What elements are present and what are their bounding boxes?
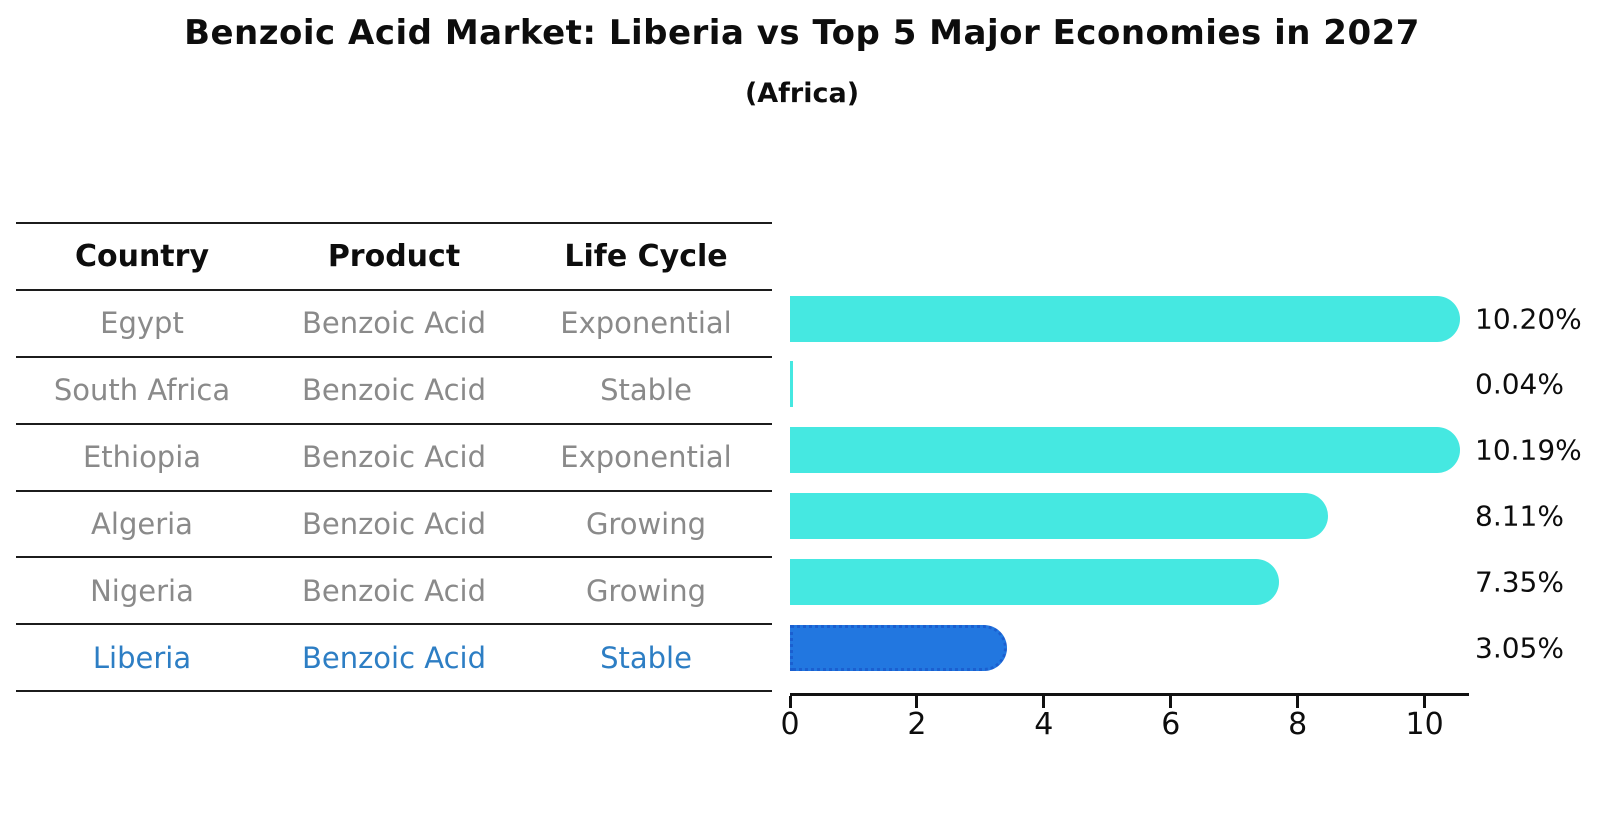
x-axis-tick-label: 0 xyxy=(780,707,800,742)
bar-south-africa xyxy=(790,361,793,408)
chart-subtitle: (Africa) xyxy=(744,78,860,109)
table-row: Algeria Benzoic Acid Growing xyxy=(16,492,772,559)
bar-egypt xyxy=(790,295,1461,342)
x-axis-tick-label: 6 xyxy=(1161,707,1181,742)
x-axis-tick xyxy=(1042,696,1046,708)
bar-ethiopia xyxy=(790,427,1460,474)
bar-algeria xyxy=(790,492,1328,539)
table-cell-country: Nigeria xyxy=(90,573,194,608)
x-axis-tick-label: 2 xyxy=(907,707,927,742)
bar-nigeria xyxy=(790,558,1280,605)
table-row: Egypt Benzoic Acid Exponential xyxy=(16,291,772,358)
x-axis-tick-label: 10 xyxy=(1405,707,1444,742)
table-cell-life-cycle: Exponential xyxy=(560,306,732,341)
country-table: Country Product Life Cycle Egypt Benzoic Aci… xyxy=(16,222,772,693)
table-cell-life-cycle: Growing xyxy=(585,573,707,608)
table-header-cell: Life Cycle xyxy=(564,238,728,274)
table-row: Ethiopia Benzoic Acid Exponential xyxy=(16,425,772,492)
table-cell-life-cycle: Exponential xyxy=(560,440,732,475)
bar-value-label: 10.19% xyxy=(1475,433,1582,467)
bar-liberia xyxy=(790,624,1007,671)
table-row: South Africa Benzoic Acid Stable xyxy=(16,358,772,425)
x-axis-tick xyxy=(1423,696,1427,708)
table-cell-product: Benzoic Acid xyxy=(301,373,487,408)
x-axis-tick-label: 4 xyxy=(1034,707,1054,742)
table-cell-country: Liberia xyxy=(92,640,192,675)
table-cell-life-cycle: Stable xyxy=(600,373,692,408)
x-axis-tick xyxy=(788,696,792,708)
chart-title: Benzoic Acid Market: Liberia vs Top 5 Ma… xyxy=(184,13,1420,53)
table-cell-product: Benzoic Acid xyxy=(301,573,487,608)
table-cell-product: Benzoic Acid xyxy=(301,306,487,341)
x-axis-tick xyxy=(1169,696,1173,708)
table-cell-product: Benzoic Acid xyxy=(301,440,487,475)
table-cell-country: Ethiopia xyxy=(82,440,202,475)
bar-value-label: 3.05% xyxy=(1475,631,1564,664)
table-cell-product: Benzoic Acid xyxy=(301,507,487,541)
x-axis-tick xyxy=(1296,696,1300,708)
bar-value-label: 7.35% xyxy=(1475,565,1564,599)
table-row: Liberia Benzoic Acid Stable xyxy=(16,625,772,693)
bar-value-label: 10.20% xyxy=(1475,302,1582,335)
table-header-row: Country Product Life Cycle xyxy=(16,224,772,291)
table-header-cell: Country xyxy=(74,238,210,274)
table-header-cell: Product xyxy=(327,238,461,274)
x-axis-line xyxy=(790,693,1469,696)
x-axis-tick xyxy=(915,696,919,708)
table-cell-country: Algeria xyxy=(91,507,193,541)
table-cell-life-cycle: Growing xyxy=(585,507,707,541)
bar-value-label: 8.11% xyxy=(1475,499,1564,533)
x-axis-tick-label: 8 xyxy=(1288,707,1308,742)
table-row: Nigeria Benzoic Acid Growing xyxy=(16,558,772,626)
table-cell-country: South Africa xyxy=(53,373,231,408)
table-cell-country: Egypt xyxy=(100,306,184,341)
bar-value-label: 0.04% xyxy=(1475,367,1564,401)
table-cell-life-cycle: Stable xyxy=(600,640,692,675)
table-cell-product: Benzoic Acid xyxy=(301,640,487,675)
